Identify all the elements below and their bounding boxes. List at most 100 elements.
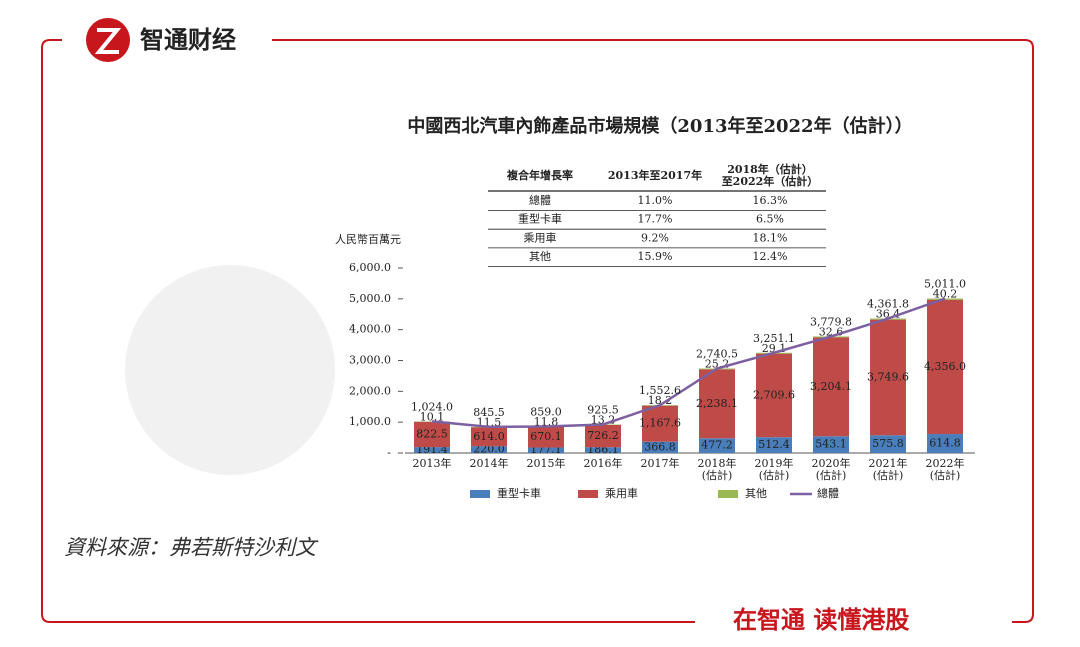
frame-right <box>272 39 1034 623</box>
bar-segment <box>870 319 906 436</box>
bar-segment <box>642 441 678 453</box>
legend-label: 乘用車 <box>605 486 638 500</box>
data-label: 4,361.8 <box>867 298 909 311</box>
data-label: 1,167.6 <box>639 417 681 430</box>
total-line <box>431 297 946 429</box>
y-tick-label: 4,000.0 <box>349 323 391 336</box>
data-label: 5,011.0 <box>924 277 966 290</box>
data-label: 2,709.6 <box>753 388 795 401</box>
bar-segment <box>642 405 678 442</box>
table-header: 2018年（估計）至2022年（估計） <box>722 162 819 188</box>
data-label: 845.5 <box>473 406 505 419</box>
legend-label: 其他 <box>745 487 767 500</box>
table-cell: 重型卡車 <box>518 212 562 226</box>
data-label: 40.2 <box>933 287 958 300</box>
legend-swatch <box>578 490 598 498</box>
x-tick-label: 2019年(估計) <box>755 456 794 482</box>
data-label: 670.1 <box>530 430 562 443</box>
bar-segment <box>528 447 564 453</box>
table: 複合年增長率 2013年至2017年 2018年（估計）至2022年（估計） 總體 11… <box>488 162 826 268</box>
chart-title: 中國西北汽車內飾產品市場規模（2013年至2022年（估計）） <box>407 115 912 137</box>
bar-segment <box>585 447 621 453</box>
bar-segment <box>813 337 849 437</box>
data-label: 822.5 <box>416 427 448 440</box>
bar-segment <box>414 447 450 453</box>
legend-label: 總體 <box>817 486 839 500</box>
bar-segment <box>585 424 621 448</box>
table-cell: 11.0% <box>638 194 673 207</box>
data-label: 512.4 <box>758 438 790 451</box>
watermark <box>125 265 335 475</box>
frame-left <box>41 39 695 623</box>
data-label: 18.2 <box>648 394 673 407</box>
table-cell: 6.5% <box>756 213 784 226</box>
bar-segment <box>927 299 963 435</box>
x-tick-label: 2022年(估計) <box>926 456 965 482</box>
x-tick-label: 2021年(估計) <box>869 456 908 482</box>
table-cell: 16.3% <box>753 194 788 207</box>
data-label: 1,552.6 <box>639 384 681 397</box>
x-tick-label: 2016年 <box>584 456 623 470</box>
bar-segment <box>870 435 906 453</box>
data-label: 859.0 <box>530 406 562 419</box>
table-header: 複合年增長率 <box>506 168 573 182</box>
logo-mark <box>94 28 122 54</box>
data-label: 366.8 <box>644 440 676 453</box>
data-label: 4,356.0 <box>924 360 966 373</box>
bar-segment <box>699 438 735 453</box>
source: 資料來源：弗若斯特沙利文 <box>64 536 319 560</box>
bar-segment <box>699 369 735 439</box>
bar-segment <box>471 446 507 453</box>
table-cell: 17.7% <box>638 213 673 226</box>
y-tick-label: 3,000.0 <box>349 354 391 367</box>
data-label: 3,251.1 <box>753 332 795 345</box>
legend-label: 重型卡車 <box>497 486 541 500</box>
bar-segment <box>927 434 963 453</box>
data-label: 1,024.0 <box>411 400 453 413</box>
table-cell: 其他 <box>529 250 551 263</box>
data-label: 614.8 <box>929 437 961 450</box>
data-label: 2,740.5 <box>696 348 738 361</box>
data-label: 477.2 <box>701 439 733 452</box>
data-label: 614.0 <box>473 430 505 443</box>
data-label: 10.1 <box>420 410 445 423</box>
data-label: 925.5 <box>587 403 619 416</box>
bar-segment <box>756 353 792 438</box>
y-tick-label: - <box>387 446 391 459</box>
bar-segment <box>813 436 849 453</box>
data-label: 3,749.6 <box>867 370 909 383</box>
legend-swatch <box>470 490 490 498</box>
plot: - 1,000.0 2,000.0 3,000.0 4,000.0 5,000.0 6,00… <box>349 261 975 500</box>
table-cell: 9.2% <box>641 231 669 244</box>
table-cell: 乘用車 <box>524 230 557 244</box>
table-cell: 15.9% <box>638 250 673 263</box>
y-tick-label: 2,000.0 <box>349 384 391 397</box>
x-tick-label: 2020年(估計) <box>812 456 851 482</box>
x-tick-label: 2014年 <box>470 456 509 470</box>
bar-segment <box>471 427 507 447</box>
table-header: 2013年至2017年 <box>608 168 702 182</box>
data-label: 3,779.8 <box>810 315 852 328</box>
y-tick-label: 6,000.0 <box>349 261 391 274</box>
bar-segment <box>756 437 792 453</box>
table-cell: 12.4% <box>753 250 788 263</box>
data-label: 543.1 <box>815 438 847 451</box>
x-tick-label: 2013年 <box>413 456 452 470</box>
slogan: 在智通 读懂港股 <box>733 606 909 634</box>
x-tick-label: 2017年 <box>641 456 680 470</box>
x-tick-label: 2018年(估計) <box>698 456 737 482</box>
data-label: 726.2 <box>587 429 619 442</box>
y-axis-label: 人民幣百萬元 <box>335 233 401 246</box>
brand: 智通财经 <box>140 26 236 54</box>
table-cell: 18.1% <box>753 231 788 244</box>
y-tick-label: 5,000.0 <box>349 292 391 305</box>
bar-segment <box>414 421 450 448</box>
frame <box>41 39 1034 623</box>
y-tick-label: 1,000.0 <box>349 415 391 428</box>
bar-segment <box>528 426 564 448</box>
data-label: 2,238.1 <box>696 397 738 410</box>
data-label: 575.8 <box>872 437 904 450</box>
legend-swatch <box>718 490 738 498</box>
x-tick-label: 2015年 <box>527 456 566 470</box>
